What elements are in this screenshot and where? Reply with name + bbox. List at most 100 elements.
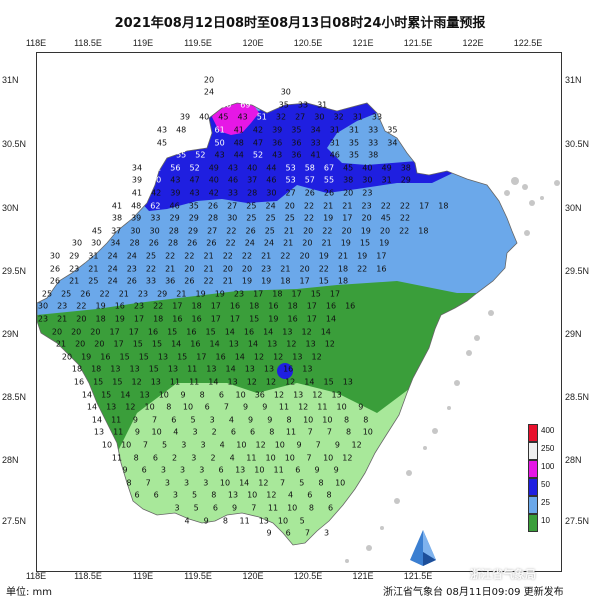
- rain-value: 7: [307, 427, 313, 437]
- rain-value: 18: [153, 314, 164, 324]
- rain-value: 10: [303, 415, 314, 425]
- rain-value: 6: [230, 427, 236, 437]
- rain-value: 13: [263, 364, 275, 374]
- rain-value: 15: [359, 238, 371, 248]
- rain-value: 10: [101, 440, 113, 450]
- rain-value: 13: [302, 364, 313, 374]
- rain-value: 24: [244, 238, 255, 248]
- rain-value: 18: [280, 276, 291, 286]
- rain-value: 4: [228, 415, 234, 425]
- rain-value: 14: [91, 415, 103, 425]
- rain-value: 6: [204, 402, 210, 412]
- rain-value: 41: [310, 150, 321, 160]
- rain-value: 9: [267, 415, 273, 425]
- rain-value: 34: [131, 163, 143, 173]
- rain-value: 19: [195, 289, 206, 299]
- rain-value: 11: [317, 402, 328, 412]
- map-title: 2021年08月12日08时至08月13日08时24小时累计雨量预报: [114, 16, 486, 31]
- rain-value: 29: [187, 226, 199, 236]
- rain-value: 5: [190, 415, 196, 425]
- rain-value: 16: [287, 314, 298, 324]
- rain-value: 45: [218, 112, 229, 122]
- rain-value: 15: [93, 377, 104, 387]
- lat-tick-left: 30N: [2, 203, 19, 213]
- rain-value: 36: [291, 138, 302, 148]
- rain-value: 15: [167, 327, 178, 337]
- legend-item: 10: [525, 514, 563, 532]
- rain-value: 7: [145, 478, 151, 488]
- rain-value: 32: [275, 112, 287, 122]
- rain-value: 12: [273, 390, 285, 400]
- legend-swatch: [528, 442, 538, 460]
- rain-value: 34: [387, 138, 398, 148]
- rain-value: 27: [207, 226, 218, 236]
- rain-value: 43: [272, 150, 283, 160]
- rain-value: 50: [151, 175, 162, 185]
- rain-value: 12: [273, 352, 284, 362]
- lat-tick-right: 31N: [565, 75, 582, 85]
- rain-value: 38: [343, 175, 354, 185]
- rain-value: 13: [244, 364, 255, 374]
- rain-value: 3: [181, 440, 187, 450]
- rain-value: 23: [362, 188, 373, 198]
- rain-value: 5: [192, 490, 198, 500]
- rain-value: 39: [272, 125, 283, 135]
- rain-value: 23: [233, 289, 245, 299]
- rain-value: 8: [326, 490, 332, 500]
- rain-value: 15: [151, 339, 163, 349]
- rain-value: 16: [215, 352, 226, 362]
- rain-value: 26: [206, 238, 217, 248]
- rain-value: 36: [165, 276, 176, 286]
- rain-value: 43: [170, 175, 181, 185]
- rain-value: 13: [106, 402, 117, 412]
- rain-value: 46: [227, 175, 239, 185]
- rain-value: 16: [376, 264, 387, 274]
- rain-value: 10: [336, 402, 347, 412]
- rain-value: 52: [195, 150, 206, 160]
- rain-value: 53: [195, 125, 206, 135]
- rain-value: 25: [284, 213, 295, 223]
- lat-tick-left: 30.5N: [2, 139, 27, 149]
- lon-tick-top: 119.5E: [184, 38, 212, 48]
- rain-value: 19: [379, 238, 390, 248]
- rain-value: 18: [249, 301, 260, 311]
- rain-value: 32: [333, 112, 344, 122]
- rain-value: 20: [299, 251, 310, 261]
- rain-value: 19: [360, 226, 371, 236]
- rain-value: 7: [304, 528, 310, 538]
- rain-value: 3: [324, 528, 330, 538]
- rain-value: 10: [323, 453, 334, 463]
- lat-tick-right: 28N: [565, 455, 582, 465]
- rain-value: 29: [400, 175, 411, 185]
- rain-value: 110: [199, 62, 215, 72]
- rain-value: 21: [321, 238, 332, 248]
- rain-value: 5: [193, 503, 199, 513]
- rain-value: 17: [299, 276, 310, 286]
- rain-value: 26: [184, 276, 195, 286]
- rain-value: 16: [325, 301, 337, 311]
- rain-value: 6: [134, 490, 140, 500]
- rain-value: 53: [285, 163, 296, 173]
- publisher-note: 浙江省气象台 08月11日09:09 更新发布: [383, 587, 564, 598]
- rain-value: 14: [209, 339, 220, 349]
- rain-value: 31: [329, 125, 340, 135]
- rain-value: 22: [399, 201, 411, 211]
- rain-value: 16: [345, 301, 356, 311]
- rain-value: 2: [211, 427, 217, 437]
- rain-value: 9: [296, 440, 302, 450]
- rain-value: 10: [151, 427, 162, 437]
- rain-value: 10: [144, 402, 155, 412]
- legend-label: 400: [541, 426, 555, 435]
- rain-value: 15: [323, 377, 334, 387]
- rain-value: 21: [118, 289, 129, 299]
- rain-value: 30: [91, 238, 102, 248]
- rain-value: 19: [241, 276, 253, 286]
- rain-value: 52: [151, 163, 162, 173]
- rain-value: 39: [179, 112, 191, 122]
- rain-value: 7: [326, 427, 332, 437]
- rain-value: 12: [342, 453, 353, 463]
- rain-value: 30: [314, 112, 325, 122]
- rain-value: 14: [120, 390, 131, 400]
- rain-value: 20: [75, 339, 86, 349]
- legend-swatch: [528, 478, 538, 496]
